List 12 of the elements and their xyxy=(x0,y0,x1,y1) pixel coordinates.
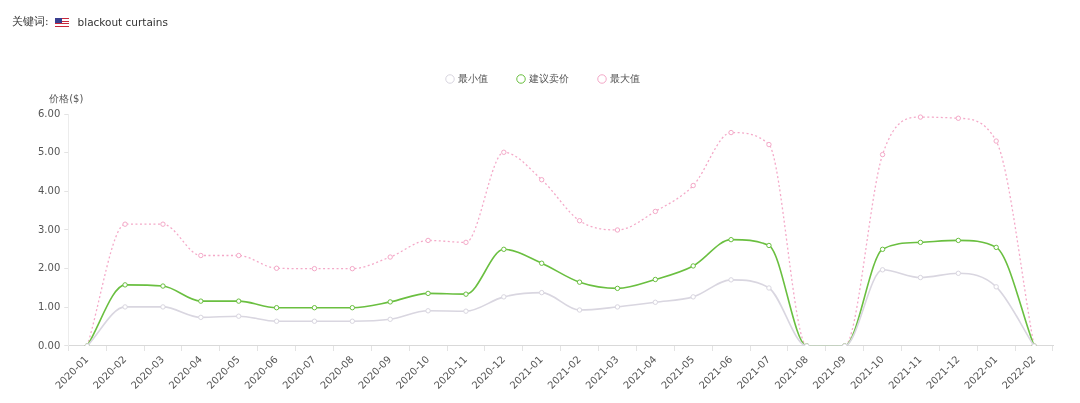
legend-label: 最大值 xyxy=(610,72,640,84)
y-tick-label: 5.00 xyxy=(38,146,61,158)
y-tick-label: 4.00 xyxy=(38,184,61,196)
y-tick-label: 6.00 xyxy=(38,107,61,119)
y-tick-label: 1.00 xyxy=(38,300,61,312)
y-tick-label: 0.00 xyxy=(38,339,61,351)
legend-label: 建议卖价 xyxy=(528,72,569,84)
y-axis-title: 价格($) xyxy=(48,93,84,104)
y-tick-label: 3.00 xyxy=(38,223,61,235)
legend-label: 最小值 xyxy=(458,72,488,84)
y-tick-label: 2.00 xyxy=(38,262,61,274)
chart-title: 关键词: blackout curtains xyxy=(12,15,168,28)
